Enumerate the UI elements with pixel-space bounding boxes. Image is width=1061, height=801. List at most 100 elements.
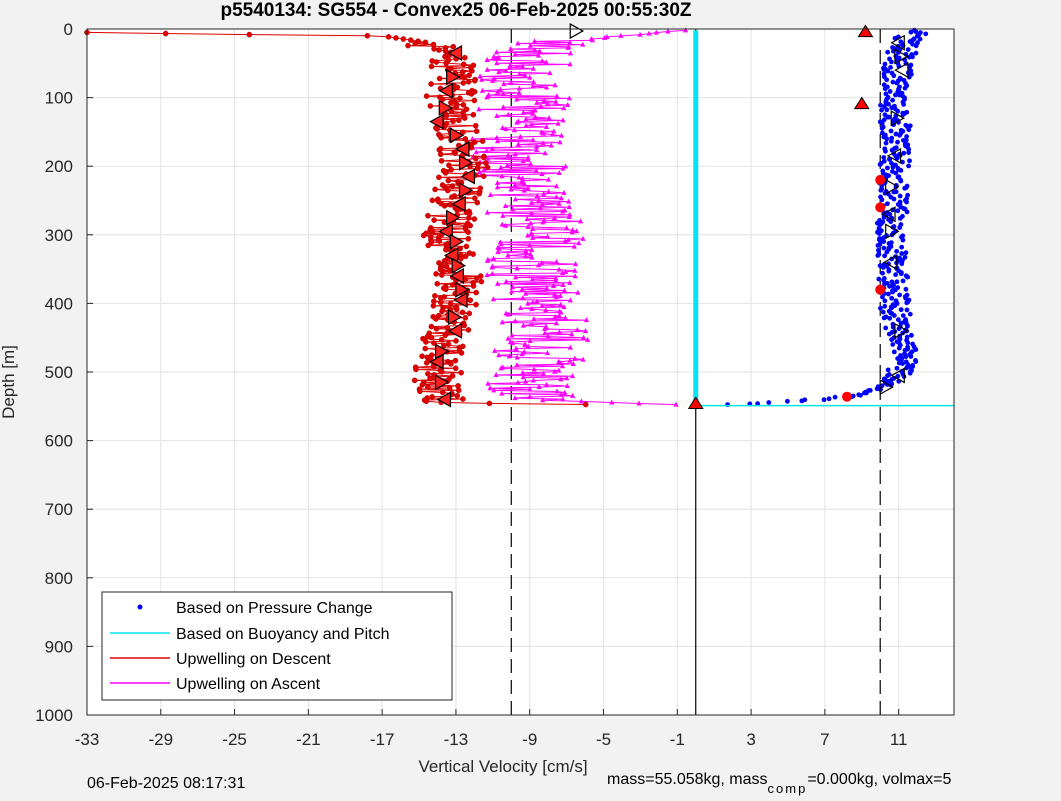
ascent-upwelling-point bbox=[529, 108, 535, 114]
descent-upwelling-point bbox=[462, 54, 468, 61]
y-tick-label: 200 bbox=[45, 157, 73, 176]
pressure-change-point bbox=[882, 86, 888, 92]
pressure-change-point bbox=[890, 118, 896, 124]
descent-upwelling-point bbox=[463, 106, 470, 113]
descent-upwelling-point bbox=[433, 271, 439, 277]
pressure-change-point bbox=[901, 102, 907, 107]
ascent-upwelling-point bbox=[516, 174, 522, 180]
ascent-upwelling-point bbox=[493, 55, 500, 61]
pressure-change-point bbox=[898, 271, 904, 277]
x-tick-label: -33 bbox=[75, 730, 100, 749]
ascent-upwelling-point bbox=[557, 359, 563, 365]
ascent-upwelling-point bbox=[582, 328, 589, 334]
descent-upwelling-point bbox=[433, 325, 440, 332]
pressure-change-point bbox=[913, 347, 919, 352]
descent-upwelling-point bbox=[413, 366, 419, 373]
descent-marker-triangle bbox=[453, 291, 468, 308]
pressure-change-point bbox=[882, 281, 887, 287]
ascent-upwelling-point bbox=[545, 188, 552, 194]
ascent-upwelling-point bbox=[653, 29, 659, 35]
ascent-upwelling-point bbox=[487, 192, 494, 198]
y-axis-label: Depth [m] bbox=[0, 345, 18, 419]
descent-upwelling-point bbox=[443, 263, 450, 270]
descent-marker-triangle bbox=[460, 168, 476, 185]
pressure-change-point bbox=[892, 35, 898, 41]
ascent-upwelling-point bbox=[553, 320, 560, 326]
ascent-upwelling-point bbox=[559, 363, 566, 369]
y-tick-label: 500 bbox=[45, 363, 73, 382]
pressure-change-point bbox=[907, 370, 913, 376]
ascent-upwelling-point bbox=[551, 215, 557, 221]
chart-title: p5540134: SG554 - Convex25 06-Feb-2025 0… bbox=[220, 0, 691, 21]
pressure-change-point bbox=[881, 235, 886, 241]
descent-marker-triangle bbox=[449, 233, 465, 250]
descent-upwelling-point bbox=[474, 165, 481, 172]
descent-upwelling-point bbox=[364, 32, 371, 39]
footer-mass-info: mass=55.058kg, masscomp=0.000kg, volmax=… bbox=[607, 771, 951, 796]
ascent-upwelling-point bbox=[525, 156, 531, 162]
pressure-change-point bbox=[881, 117, 887, 123]
ascent-upwelling-point bbox=[494, 179, 501, 185]
ascent-upwelling-point bbox=[484, 272, 490, 278]
pressure-change-point bbox=[897, 193, 903, 199]
x-tick-label: -17 bbox=[370, 730, 395, 749]
ascent-upwelling-point bbox=[554, 258, 560, 264]
red-marker-dot bbox=[875, 284, 886, 295]
pressure-change-point bbox=[904, 323, 910, 329]
descent-upwelling-line bbox=[86, 31, 586, 406]
descent-upwelling-point bbox=[429, 228, 436, 234]
pressure-change-point bbox=[904, 134, 909, 139]
ascent-upwelling-point bbox=[484, 66, 490, 72]
ascent-upwelling-point bbox=[575, 289, 581, 295]
pressure-change-point bbox=[907, 158, 912, 164]
ascent-upwelling-point bbox=[554, 93, 560, 99]
descent-marker-triangle bbox=[446, 69, 461, 86]
descent-upwelling-point bbox=[462, 315, 469, 321]
pressure-change-point bbox=[888, 59, 894, 65]
descent-marker-triangle bbox=[438, 99, 454, 116]
ascent-upwelling-point bbox=[553, 98, 559, 104]
ascent-upwelling-point bbox=[493, 49, 500, 55]
descent-marker-triangle bbox=[447, 322, 463, 339]
ascent-upwelling-point bbox=[561, 189, 567, 195]
red-marker-dot bbox=[875, 174, 886, 185]
descent-upwelling-point bbox=[447, 201, 454, 208]
pressure-change-point bbox=[880, 294, 885, 300]
ascent-upwelling-point bbox=[525, 223, 531, 229]
ascent-upwelling-point bbox=[490, 296, 497, 302]
pressure-change-point bbox=[766, 400, 772, 405]
pressure-change-point bbox=[896, 345, 902, 351]
ascent-upwelling-point bbox=[539, 58, 545, 64]
ascent-upwelling-point bbox=[512, 51, 518, 57]
descent-upwelling-point bbox=[427, 103, 434, 109]
pressure-change-point bbox=[878, 102, 883, 108]
pressure-change-point bbox=[895, 139, 900, 145]
descent-upwelling-point bbox=[434, 280, 441, 287]
ascent-upwelling-point bbox=[484, 257, 491, 263]
descent-upwelling-point bbox=[446, 162, 452, 169]
ascent-upwelling-point bbox=[530, 234, 536, 240]
descent-upwelling-point bbox=[479, 138, 486, 144]
pressure-change-point bbox=[904, 307, 910, 313]
pressure-change-point bbox=[881, 67, 887, 72]
ascent-upwelling-point bbox=[529, 276, 536, 282]
ascent-upwelling-point bbox=[528, 161, 534, 167]
ascent-upwelling-point bbox=[545, 176, 552, 182]
pressure-change-point bbox=[895, 373, 901, 379]
descent-upwelling-point bbox=[412, 40, 418, 47]
ascent-upwelling-point bbox=[516, 85, 523, 91]
ascent-upwelling-point bbox=[558, 132, 565, 138]
ascent-upwelling-point bbox=[479, 87, 486, 93]
ascent-upwelling-point bbox=[496, 352, 502, 358]
ascent-upwelling-point bbox=[543, 59, 549, 65]
red-marker-triangle bbox=[853, 96, 870, 110]
descent-upwelling-point bbox=[458, 369, 464, 376]
ascent-upwelling-point bbox=[534, 99, 540, 105]
ascent-upwelling-point bbox=[512, 182, 518, 188]
y-tick-label: 900 bbox=[45, 637, 73, 656]
ascent-upwelling-point bbox=[532, 114, 538, 120]
pressure-change-point bbox=[913, 50, 919, 56]
pressure-change-point bbox=[885, 373, 890, 378]
descent-upwelling-point bbox=[452, 365, 459, 372]
pressure-change-point bbox=[885, 49, 891, 55]
